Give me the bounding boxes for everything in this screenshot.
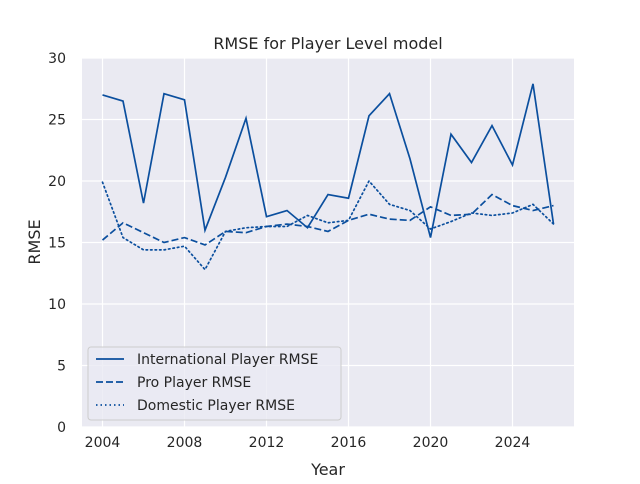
tick-labels: 2004 2008 2012 2016 2020 2024 0 5 10 15 20 25 30: [48, 51, 530, 451]
x-tick-label: 2008: [167, 435, 203, 451]
y-axis-label: RMSE: [25, 219, 44, 264]
x-tick-label: 2012: [249, 435, 285, 451]
x-tick-label: 2024: [495, 435, 531, 451]
x-tick-label: 2004: [85, 435, 121, 451]
y-tick-label: 0: [57, 420, 66, 436]
series-line-pro: [101, 193, 554, 246]
legend-label: International Player RMSE: [137, 352, 318, 368]
y-tick-label: 25: [48, 113, 66, 129]
legend: International Player RMSE Pro Player RMSE…: [87, 346, 342, 421]
x-axis-label: Year: [310, 460, 345, 479]
series-line-international: [102, 83, 555, 238]
legend-label: Domestic Player RMSE: [137, 398, 295, 414]
series-line-domestic: [101, 179, 555, 272]
y-tick-label: 5: [57, 359, 66, 375]
x-tick-label: 2016: [331, 435, 367, 451]
x-tick-label: 2020: [413, 435, 449, 451]
series-lines: [101, 83, 555, 272]
y-tick-label: 30: [48, 51, 66, 67]
y-tick-label: 20: [48, 174, 66, 190]
y-tick-label: 10: [48, 297, 66, 313]
legend-label: Pro Player RMSE: [137, 375, 251, 391]
chart-title: RMSE for Player Level model: [213, 34, 442, 53]
y-tick-label: 15: [48, 236, 66, 252]
